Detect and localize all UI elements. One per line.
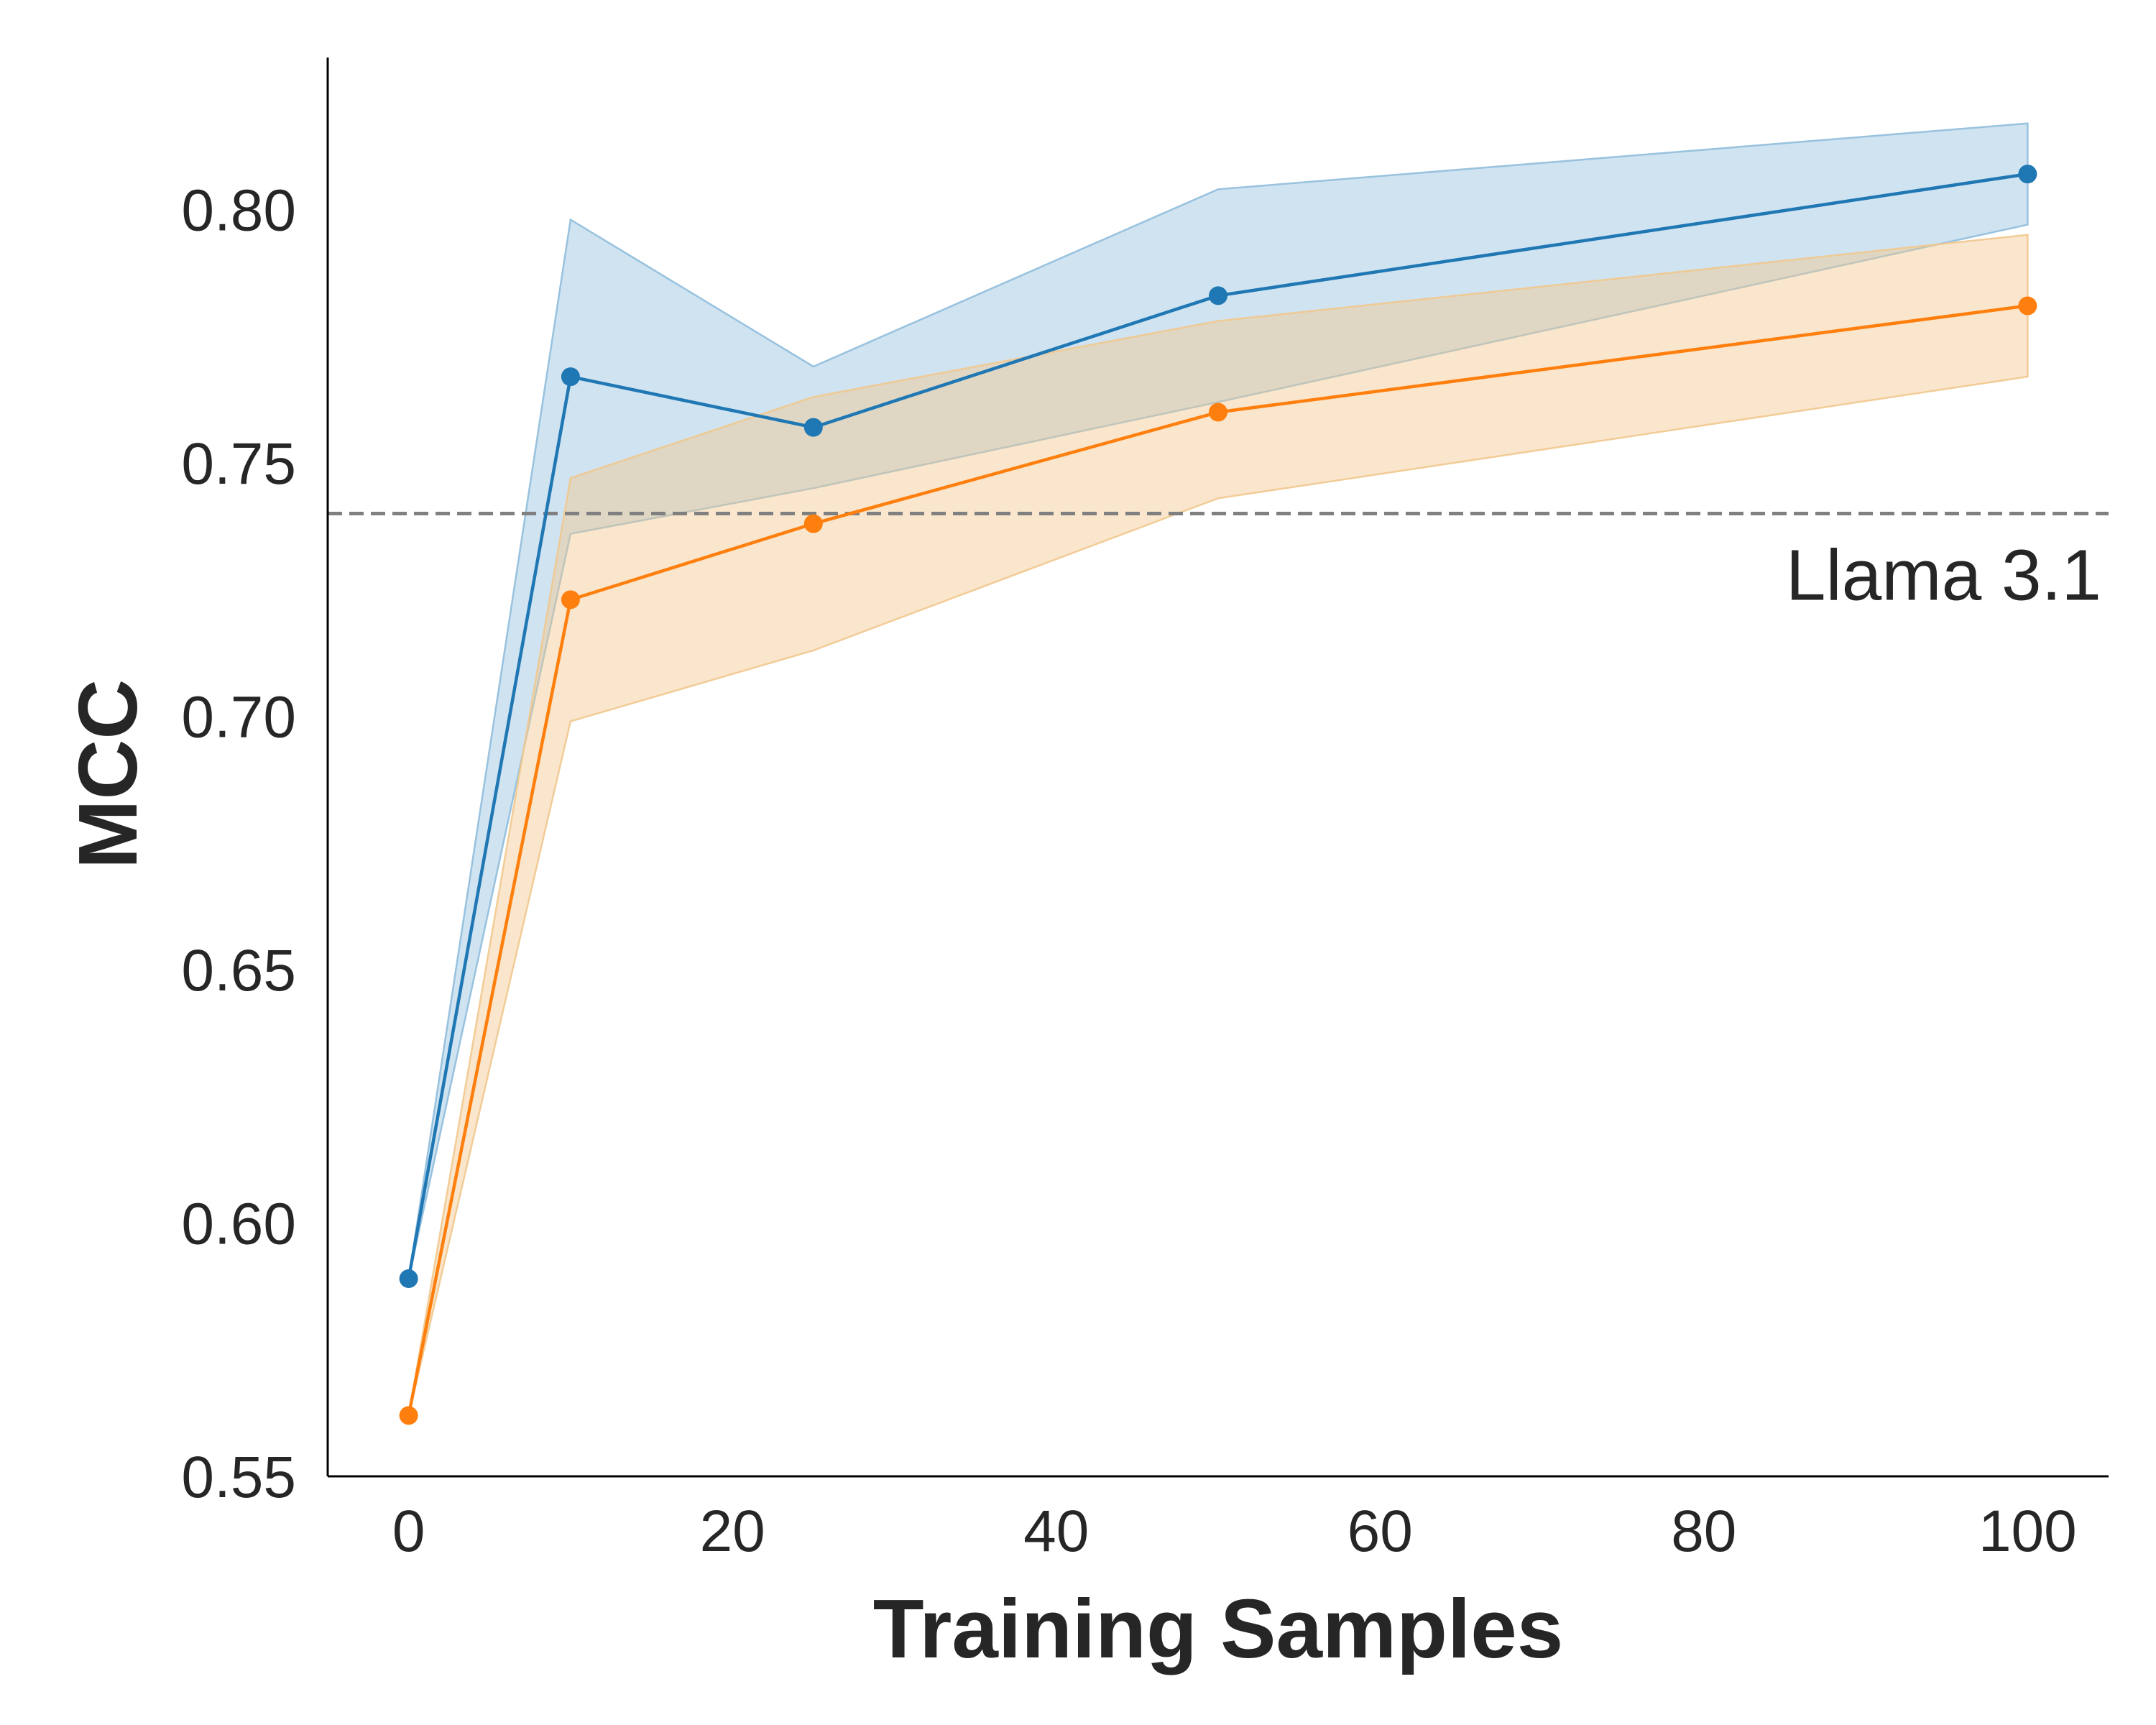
y-axis-title: MCC: [61, 679, 155, 869]
x-axis-title: Training Samples: [873, 1582, 1564, 1675]
y-tick-label: 0.55: [181, 1445, 296, 1510]
x-tick-label: 0: [392, 1499, 425, 1564]
y-tick-label: 0.75: [181, 431, 296, 497]
x-tick-label: 100: [1978, 1499, 2077, 1564]
y-tick-label: 0.70: [181, 685, 296, 750]
series-orange-point-0: [399, 1406, 418, 1425]
series-blue-point-100: [2018, 165, 2037, 184]
reference-line-label: Llama 3.1: [1786, 535, 2101, 616]
plot-area: [328, 122, 2109, 1425]
series-orange-point-100: [2018, 296, 2037, 316]
x-tick-label: 60: [1348, 1499, 1413, 1564]
y-tick-label: 0.80: [181, 178, 296, 244]
axes: [326, 58, 2109, 1478]
series-blue-point-0: [399, 1269, 418, 1289]
ticks: 0 20 40 60 80 100 0.55 0.60 0.65 0.70 0.75 0.80: [181, 178, 2076, 1565]
x-tick-label: 20: [700, 1499, 765, 1564]
series-orange-point-50: [1209, 402, 1227, 422]
x-tick-label: 80: [1671, 1499, 1736, 1564]
series-blue-point-50: [1209, 286, 1227, 305]
x-tick-label: 40: [1023, 1499, 1089, 1564]
y-tick-label: 0.60: [181, 1192, 296, 1257]
series-orange-point-10: [561, 590, 580, 610]
y-tick-label: 0.65: [181, 938, 296, 1003]
series-blue-point-25: [803, 418, 823, 437]
series-orange-point-25: [803, 514, 823, 533]
series-blue-point-10: [561, 367, 580, 387]
